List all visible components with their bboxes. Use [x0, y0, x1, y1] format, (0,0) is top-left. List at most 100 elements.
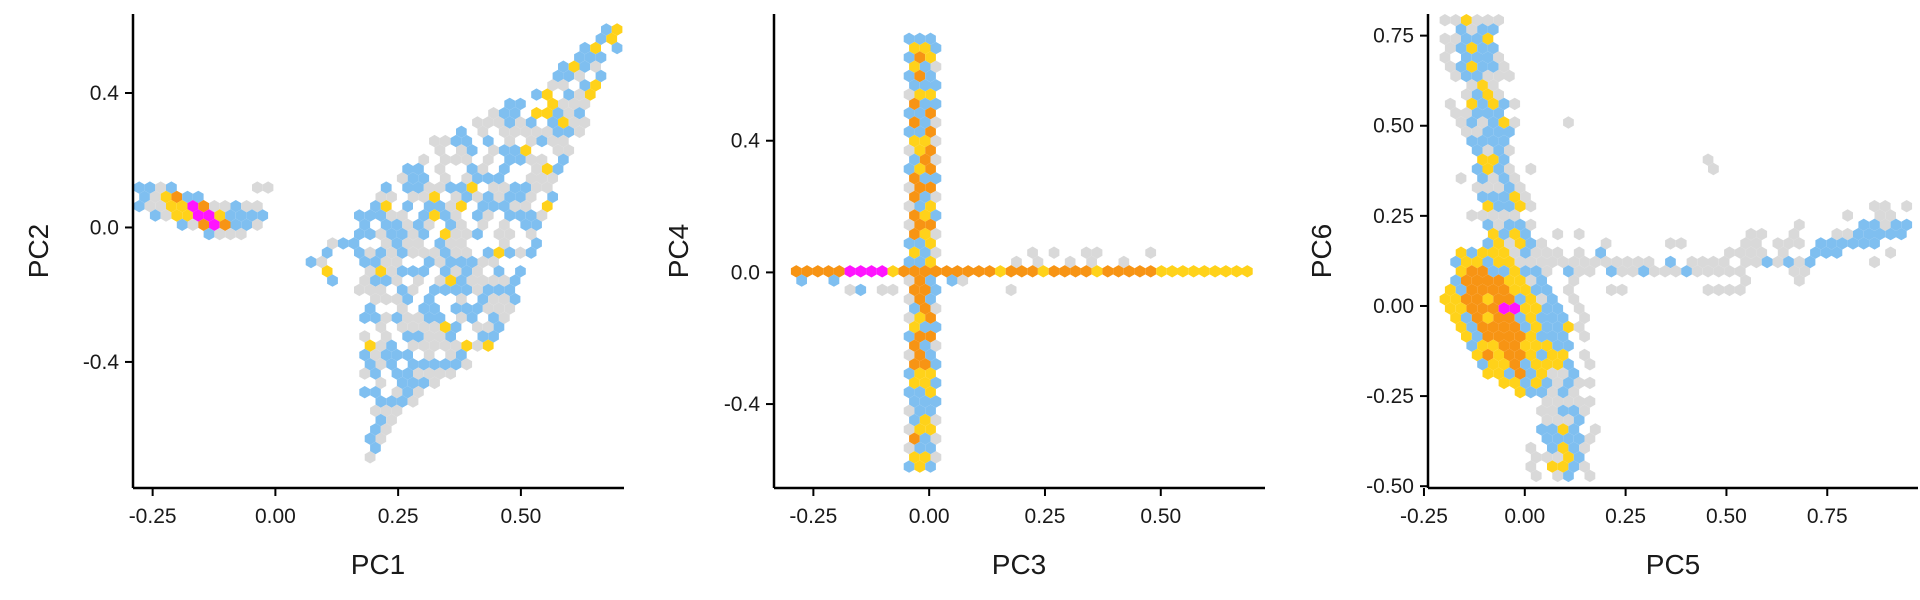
hexbin-cell: [498, 144, 510, 157]
hexbin-cell: [898, 265, 910, 278]
hexbin-cell: [563, 125, 575, 138]
hexbin-cell: [402, 330, 413, 343]
hexbin-cell: [1536, 255, 1547, 269]
hexbin-cell: [380, 181, 392, 194]
hexbin-cell: [1783, 255, 1794, 269]
hexbin-cell: [1810, 246, 1821, 259]
hexbin-cell: [429, 320, 440, 334]
hexbin-cell: [482, 153, 494, 166]
hexbin-cell: [558, 79, 569, 92]
hexbin-cell: [375, 358, 387, 371]
hexbin-cell: [1471, 144, 1483, 157]
x-tick-label: -0.25: [1400, 505, 1448, 528]
hexbin-cell: [504, 134, 516, 148]
hexbin-cell: [1048, 246, 1060, 259]
hexbin-cell: [1831, 246, 1843, 259]
hexbin-cell: [461, 190, 473, 204]
hexbin-cell: [359, 386, 371, 399]
hexbin-cell: [1482, 293, 1494, 306]
hexbin-cell: [1552, 246, 1564, 259]
hexbin-cell: [1847, 237, 1859, 250]
hexbin-cell: [509, 181, 521, 194]
hexbin-cell: [1514, 218, 1526, 231]
hexbin-cell: [1681, 265, 1692, 278]
hexbin-cell: [1520, 227, 1531, 241]
hexbin-cell: [450, 209, 462, 222]
hexbin-cell: [429, 190, 440, 204]
hexbin-cell: [531, 162, 542, 176]
hexbin-cell: [930, 376, 942, 390]
hexbin-cell: [919, 41, 931, 55]
hexbin-cell: [1622, 255, 1633, 269]
hexbin-cell: [1788, 265, 1800, 278]
hexbin-cell: [1504, 181, 1515, 194]
hexbin-cell: [407, 320, 419, 334]
hexbin-cell: [477, 274, 489, 287]
hexbin-cell: [579, 60, 591, 73]
hexbin-cell: [439, 283, 451, 297]
x-tick-label: 0.00: [909, 505, 950, 528]
hexbin-cell: [1879, 200, 1891, 213]
hexbin-cell: [429, 339, 440, 352]
hexbin-cell: [203, 227, 215, 241]
hexbin-cell: [925, 162, 936, 176]
hexbin-cell: [472, 172, 483, 185]
hexbin-cell: [903, 441, 915, 455]
hexbin-cell: [1858, 237, 1870, 250]
hexbin-cell: [1649, 265, 1660, 278]
hexbin-cell: [579, 41, 591, 55]
hexbin-cell: [1885, 209, 1896, 222]
hexbin-cell: [1863, 227, 1875, 241]
hexbin-cell: [1493, 330, 1504, 343]
hexbin-cell: [1568, 386, 1580, 399]
hexbin-cell: [225, 209, 236, 222]
hexbin-cell: [590, 79, 601, 92]
hexbin-cell: [305, 255, 317, 269]
hexbin-cell: [1826, 237, 1837, 250]
hexbin-cell: [552, 144, 564, 157]
hexbin-cell: [1520, 320, 1531, 334]
hexbin-cell: [370, 423, 381, 436]
hexbin-cell: [1461, 330, 1472, 343]
hexbin-cell: [488, 311, 499, 324]
hexbin-cell: [391, 367, 403, 380]
hexbin-cell: [574, 125, 585, 138]
hexbin-cell: [515, 265, 526, 278]
hexbin-cell: [812, 265, 824, 278]
hexbin-cell: [472, 283, 483, 297]
hexbin-cell: [450, 283, 462, 297]
hexbin-cell: [1514, 181, 1526, 194]
y-tick-label: 0.0: [90, 216, 119, 239]
hexbin-cell: [1584, 358, 1596, 371]
hexbin-cell: [391, 311, 403, 324]
hexbin-cell: [1525, 386, 1537, 399]
hexbin-cell: [407, 265, 419, 278]
hexbin-cell: [914, 386, 926, 399]
hexbin-cell: [574, 107, 585, 120]
hexbin-cell: [541, 88, 553, 101]
hexbin-cell: [1482, 125, 1494, 138]
hexbin-cell: [1498, 209, 1510, 222]
hexbin-cell: [531, 218, 542, 231]
hexbin-cell: [482, 320, 494, 334]
hexbin-cell: [1793, 218, 1805, 231]
hexbin-cell: [1504, 69, 1515, 83]
y-tick-label: 0.0: [731, 261, 760, 284]
hexbin-cell: [1568, 367, 1580, 380]
hexbin-cell: [1471, 107, 1483, 120]
hexbin-cell: [386, 265, 397, 278]
hexbin-cell: [1520, 339, 1531, 352]
hexbin-cell: [413, 274, 424, 287]
hexbin-cell: [456, 255, 467, 269]
hexbin-cell: [423, 255, 435, 269]
hexbin-cell: [450, 320, 462, 334]
hexbin-cell: [359, 330, 371, 343]
hexbin-cell: [903, 255, 915, 269]
hexbin-cell: [327, 274, 338, 287]
hexbin-cell: [1525, 293, 1537, 306]
hexbin-cell: [1579, 441, 1590, 455]
y-tick-label: 0.75: [1373, 25, 1414, 48]
hexbin-cell: [1509, 190, 1521, 204]
hexbin-cell: [418, 302, 430, 315]
hexbin-layer-pc1-pc2: [133, 23, 623, 464]
